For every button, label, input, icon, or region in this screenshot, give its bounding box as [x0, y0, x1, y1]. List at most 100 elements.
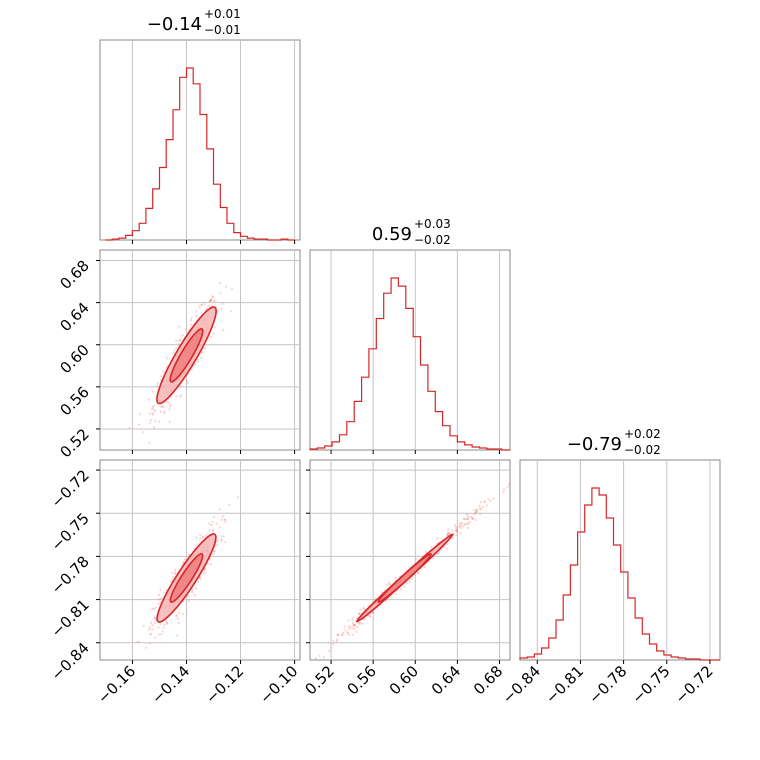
scatter-point [148, 642, 151, 645]
scatter-point [173, 568, 177, 571]
scatter-point [390, 596, 393, 599]
scatter-point [148, 626, 151, 629]
scatter-point [507, 483, 511, 486]
scatter-point [465, 517, 468, 521]
scatter-point [357, 621, 360, 625]
scatter-point [451, 529, 454, 532]
scatter-point [172, 576, 175, 579]
scatter-point [468, 520, 471, 524]
scatter-point [371, 611, 375, 614]
scatter-point [156, 382, 159, 385]
scatter-point [158, 593, 161, 597]
scatter-point [154, 419, 157, 422]
scatter-point [358, 622, 361, 625]
scatter-point [466, 517, 469, 520]
scatter-point [162, 410, 166, 413]
scatter-point [151, 406, 155, 409]
tick-label-y: −0.81 [48, 596, 93, 641]
scatter-point [201, 535, 204, 538]
scatter-point [471, 517, 474, 521]
contour-fill-inner [170, 553, 203, 603]
scatter-point [142, 624, 145, 627]
scatter-point [348, 627, 351, 631]
scatter-point [443, 545, 446, 549]
scatter-point [219, 292, 222, 295]
scatter-point [211, 295, 214, 298]
scatter-point [161, 405, 164, 408]
scatter-point [149, 418, 152, 421]
contour-line-inner [169, 553, 204, 603]
scatter-point [347, 625, 350, 628]
scatter-point [466, 526, 470, 530]
scatter-point [230, 288, 233, 291]
scatter-point [165, 620, 168, 623]
scatter-point [174, 346, 178, 350]
title-value: −0.14 [147, 14, 202, 35]
scatter-point [454, 526, 458, 529]
scatter-point [151, 623, 154, 627]
scatter-point [153, 616, 156, 619]
title-upper-error: +0.01 [204, 7, 241, 21]
scatter-point [470, 516, 473, 519]
scatter-point [177, 343, 180, 346]
title-value: −0.79 [567, 434, 622, 455]
scatter-point [173, 349, 176, 352]
scatter-point [212, 295, 215, 299]
scatter-point [154, 636, 157, 639]
scatter-point [465, 512, 468, 516]
scatter-point [149, 633, 152, 636]
scatter-point [475, 511, 478, 514]
scatter-point [179, 395, 182, 398]
scatter-point [144, 646, 147, 649]
scatter-point [203, 572, 206, 575]
scatter-point [394, 576, 397, 579]
scatter-point [179, 385, 182, 388]
scatter-point [478, 504, 481, 507]
scatter-point [336, 638, 339, 641]
tick-label-x: −0.10 [256, 662, 301, 707]
scatter-point [165, 588, 168, 591]
scatter-point [399, 588, 403, 591]
scatter-point [466, 518, 469, 521]
scatter-point [154, 606, 157, 610]
scatter-point [406, 582, 409, 585]
scatter-point [221, 515, 224, 518]
scatter-point [336, 633, 339, 637]
tick-label-y: −0.72 [48, 466, 93, 511]
tick-label-x: 0.64 [428, 662, 464, 698]
scatter-point [199, 537, 202, 540]
tick-label-y: −0.78 [48, 553, 93, 598]
scatter-point [177, 611, 181, 615]
scatter-point [369, 615, 372, 618]
contour-fill-inner [378, 553, 432, 603]
scatter-point [160, 375, 163, 378]
scatter-point [335, 639, 338, 643]
scatter-point [157, 626, 160, 629]
scatter-point [159, 597, 162, 600]
scatter-point [462, 525, 465, 528]
scatter-point [352, 624, 355, 627]
scatter-point [152, 426, 156, 429]
scatter-point [175, 395, 178, 398]
histogram-panel-2 [519, 459, 721, 661]
scatter-point [200, 303, 204, 307]
scatter-point [206, 562, 209, 565]
scatter-point [456, 529, 459, 532]
scatter-point [154, 410, 157, 413]
histogram-panel-1 [309, 249, 511, 451]
scatter-point [503, 488, 506, 491]
scatter-point [353, 624, 357, 627]
scatter-point [168, 405, 171, 408]
scatter-point [181, 334, 184, 337]
scatter-point [222, 328, 225, 332]
scatter-point [353, 624, 356, 627]
scatter-point [180, 393, 183, 396]
tick-label-x: −0.12 [202, 662, 247, 707]
scatter-panel-1-2 [309, 459, 511, 661]
scatter-point [199, 577, 202, 580]
scatter-point [218, 526, 221, 529]
scatter-point [349, 625, 352, 628]
scatter-point [224, 285, 227, 288]
title-lower-error: −0.02 [414, 233, 451, 247]
scatter-point [459, 522, 462, 525]
